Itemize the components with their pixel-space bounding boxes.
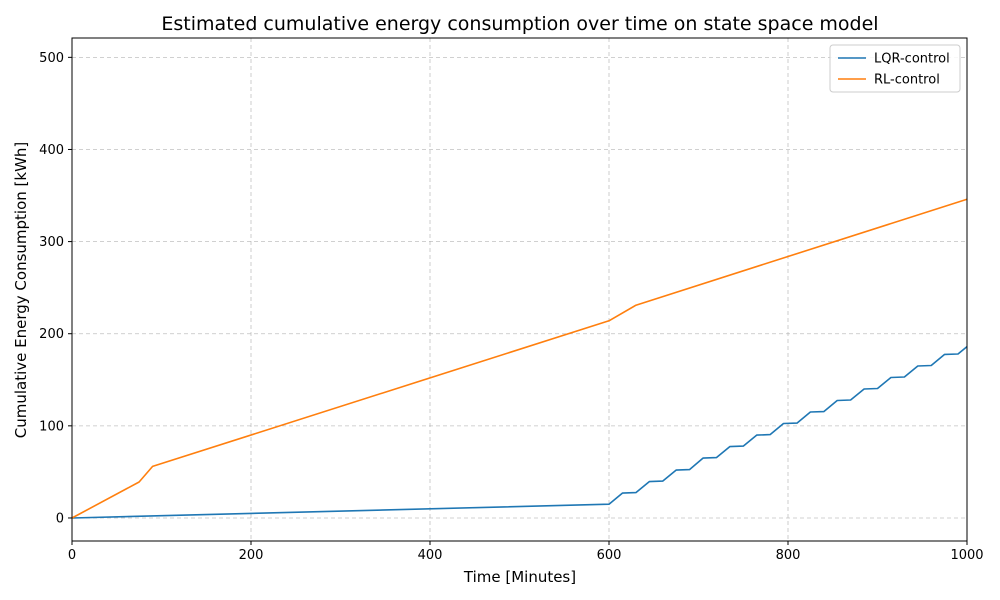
y-tick-label: 300 [39, 235, 64, 250]
y-tick-label: 500 [39, 51, 64, 66]
legend: LQR-control RL-control [829, 44, 961, 93]
y-tick-label: 400 [39, 143, 64, 158]
legend-box [829, 44, 961, 93]
x-tick-label: 600 [597, 548, 622, 563]
y-axis-title: Cumulative Energy Consumption [kWh] [12, 142, 30, 439]
x-tick-label: 0 [68, 548, 76, 563]
y-tick-label: 100 [39, 419, 64, 434]
chart-title: Estimated cumulative energy consumption … [161, 13, 878, 35]
y-tick-label: 200 [39, 327, 64, 342]
y-tick-label: 0 [56, 511, 64, 526]
grid [71, 38, 968, 541]
y-axis-ticks: 0 100 200 300 400 500 [39, 51, 72, 526]
x-tick-label: 800 [776, 548, 801, 563]
x-axis-title: Time [Minutes] [463, 568, 576, 586]
legend-label-rl-control: RL-control [874, 73, 940, 88]
x-tick-label: 200 [239, 548, 264, 563]
x-tick-label: 400 [418, 548, 443, 563]
x-axis-ticks: 0 200 400 600 800 1000 [68, 541, 984, 563]
plot-series [71, 198, 968, 519]
x-tick-label: 1000 [950, 548, 983, 563]
series-line-lqr-control [71, 345, 968, 519]
legend-label-lqr-control: LQR-control [874, 52, 950, 67]
plot-frame [71, 37, 968, 542]
series-line-rl-control [71, 198, 968, 519]
